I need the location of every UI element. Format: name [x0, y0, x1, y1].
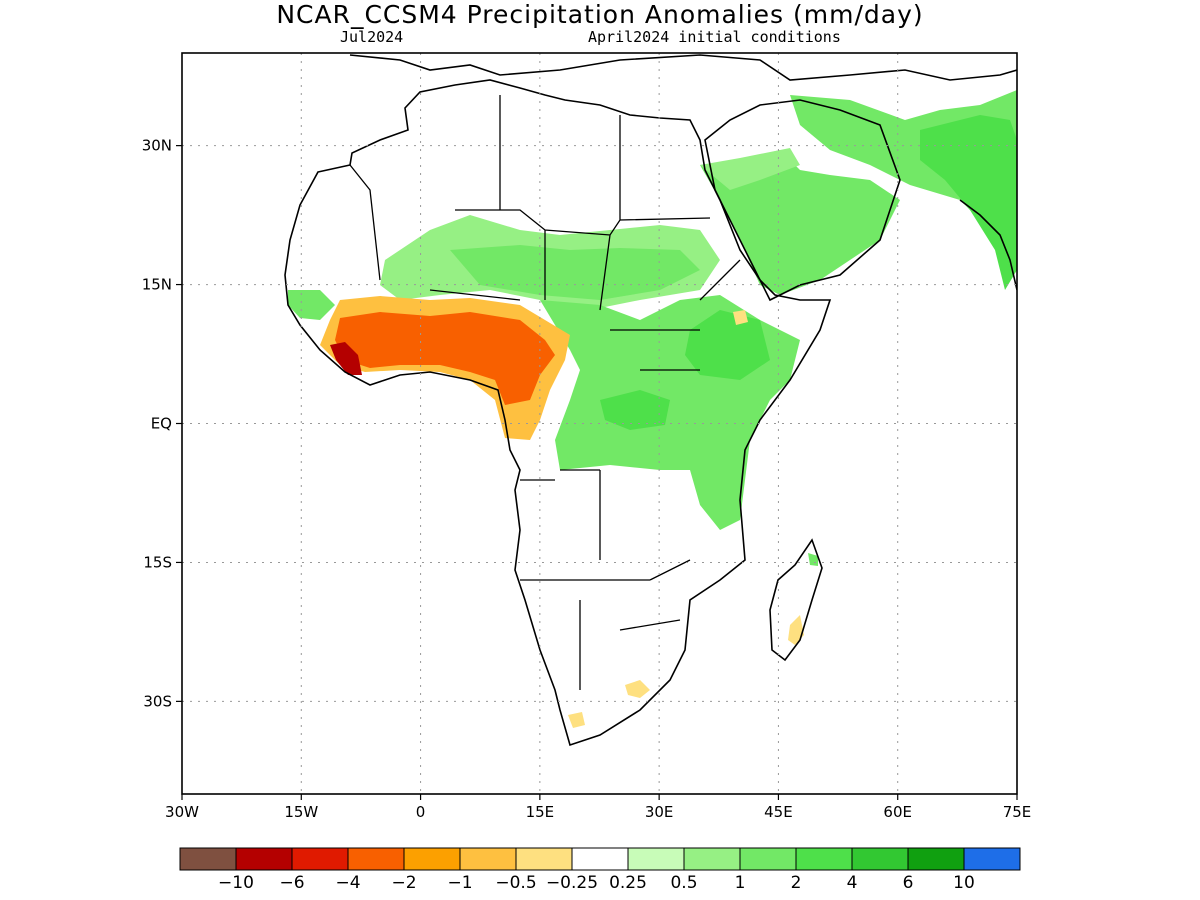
anomaly-dry-moderate: [335, 312, 555, 405]
initial-conditions: April2024 initial conditions: [588, 28, 841, 46]
legend-swatch: [347, 847, 405, 871]
anomaly-dry-cape: [568, 712, 585, 728]
y-tick-label: 15N: [142, 276, 172, 294]
x-tick-label: 30W: [165, 803, 199, 821]
anomaly-dry-madagascar: [788, 615, 804, 645]
legend-swatch: [403, 847, 461, 871]
anomaly-wet-ethiopia: [685, 310, 770, 380]
x-tick-label: 45E: [764, 803, 793, 821]
africa-coastline: [284, 79, 832, 747]
legend-label: 10: [953, 873, 975, 893]
legend-swatch: [683, 847, 741, 871]
legend-label: 0.25: [609, 873, 647, 893]
india-coastline: [959, 199, 1017, 291]
y-tick-label: EQ: [151, 415, 172, 433]
anomaly-dry-strong: [330, 342, 362, 375]
y-tick-label: 30S: [143, 692, 172, 710]
legend-label: 4: [847, 873, 858, 893]
legend-swatch: [179, 847, 237, 871]
x-axis: 30W 15W 0 15E 30E 45E 60E 75E: [165, 794, 1031, 821]
legend-swatch: [907, 847, 965, 871]
coastlines: [284, 54, 1017, 747]
legend-swatch: [851, 847, 909, 871]
y-tick-label: 15S: [143, 553, 172, 571]
gridlines: [182, 53, 1017, 794]
anomaly-wet-sahel-mid: [450, 245, 700, 300]
anomaly-dry-south-africa: [625, 680, 650, 698]
legend-label: −1: [447, 873, 472, 893]
anomaly-wet-india: [920, 115, 1017, 290]
x-tick-label: 60E: [883, 803, 912, 821]
legend-label: 0.5: [670, 873, 697, 893]
forecast-month: Jul2024: [340, 28, 404, 46]
legend-label: 6: [903, 873, 914, 893]
legend-swatch: [963, 847, 1021, 871]
y-axis: 30N 15N EQ 15S 30S: [142, 137, 182, 710]
eurasia-coastline: [349, 54, 1017, 81]
x-tick-label: 15E: [526, 803, 555, 821]
legend-label: −2: [391, 873, 416, 893]
legend-swatch: [627, 847, 685, 871]
x-tick-label: 30E: [645, 803, 674, 821]
anomaly-wet-west-coast: [288, 290, 335, 320]
legend-swatch: [571, 847, 629, 871]
legend-label: −0.5: [495, 873, 536, 893]
legend-label: 1: [735, 873, 746, 893]
madagascar-coastline: [769, 538, 823, 662]
anomaly-dry-ethiopia-spot: [733, 310, 748, 325]
legend-label: 2: [791, 873, 802, 893]
legend-label: −0.25: [546, 873, 598, 893]
country-borders: [349, 95, 741, 690]
y-tick-label: 30N: [142, 137, 172, 155]
anomaly-wet-arabia-light: [700, 148, 800, 190]
arabia-coastline: [704, 99, 901, 302]
legend-label: −10: [218, 873, 254, 893]
legend-swatch: [459, 847, 517, 871]
legend-label: −4: [335, 873, 360, 893]
map-title: NCAR_CCSM4 Precipitation Anomalies (mm/d…: [276, 0, 924, 29]
legend-label: −6: [279, 873, 304, 893]
color-legend: −10 −6 −4 −2 −1 −0.5 −0.25 0.25 0.5 1 2 4 6 10: [179, 847, 1021, 893]
legend-swatch: [291, 847, 349, 871]
x-tick-label: 75E: [1003, 803, 1032, 821]
legend-swatch: [739, 847, 797, 871]
legend-swatch: [235, 847, 293, 871]
x-tick-label: 0: [416, 803, 426, 821]
legend-swatch: [515, 847, 573, 871]
x-tick-label: 15W: [284, 803, 318, 821]
legend-swatch: [795, 847, 853, 871]
anomaly-wet-congo: [600, 390, 670, 430]
anomaly-fields: [288, 90, 1017, 728]
